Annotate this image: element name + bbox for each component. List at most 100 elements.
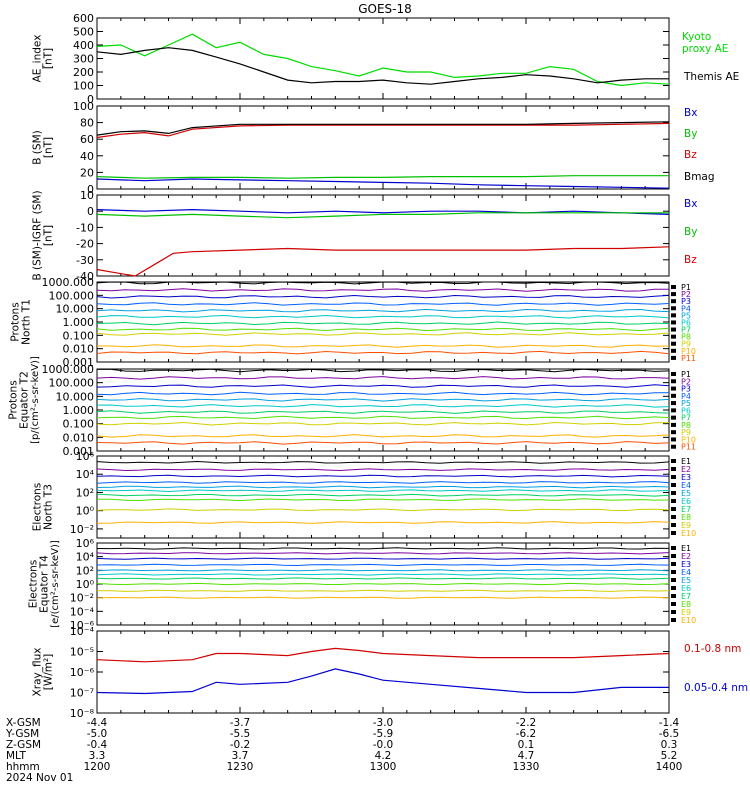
legend-xray-short: 0.05-0.4 nm (684, 682, 748, 694)
legend-marker (671, 355, 676, 360)
orbit-row-value: -6.2 (516, 728, 537, 740)
legend-marker (671, 610, 676, 614)
flux-line-e3 (96, 474, 670, 478)
legend-p3: P3 (681, 297, 691, 306)
y-axis-label-protons-north-line: North T1 (21, 299, 33, 345)
y-tick-label: 0 (87, 183, 94, 196)
panel-frame (96, 194, 670, 277)
y-tick-label: 1.000 (63, 404, 95, 417)
y-tick-label: 10⁻⁸ (70, 707, 95, 720)
flux-line-e2 (96, 468, 670, 472)
flux-line-e1 (96, 547, 670, 550)
y-tick-label: -30 (76, 254, 94, 267)
legend-marker (671, 379, 676, 384)
legend-marker (671, 499, 676, 503)
series-xray-xray_long (96, 647, 670, 663)
orbit-info-group: X-GSM -4.4 -3.7 -3.0 -2.2 -1.4 Y-GSM -5.0 -5.5 -5… (5, 717, 682, 784)
panel-frame (96, 630, 670, 714)
legend-marker (671, 348, 676, 353)
flux-line-e4 (96, 481, 670, 484)
y-tick-label: 60 (80, 133, 94, 146)
y-tick-label: 10⁻⁷ (70, 687, 94, 700)
y-tick-label: -20 (76, 238, 94, 251)
flux-line-e5 (96, 485, 670, 489)
legend-marker (671, 475, 676, 479)
orbit-row-label: Z-GSM (6, 739, 41, 751)
legend-marker (671, 594, 676, 598)
y-tick-label: 1000.000 (42, 276, 95, 289)
y-tick-label: 10⁻⁶ (70, 619, 95, 632)
legend-p3: P3 (681, 385, 691, 394)
flux-line-p10 (96, 344, 670, 348)
y-tick-label: 100.000 (49, 377, 95, 390)
y-axis-label-ae: AE_index [nT] (32, 35, 55, 83)
y-tick-label: 10⁴ (76, 551, 95, 564)
legend-p9: P9 (681, 340, 691, 349)
legend-marker (671, 437, 676, 442)
orbit-row-value: -6.5 (659, 728, 680, 740)
legend-marker (671, 320, 676, 325)
orbit-row-value: -2.2 (516, 717, 537, 729)
flux-line-e2 (96, 552, 670, 555)
flux-line-e7 (96, 493, 670, 497)
orbit-row-value: 3.7 (232, 750, 249, 762)
y-axis-label-protons-equator-units: [p/(cm²-s-sr-keV)] (30, 356, 41, 444)
flux-line-p7 (96, 410, 670, 414)
legend-e9: E9 (681, 608, 691, 617)
y-axis-label-bsm: B (SM) [nT] (32, 130, 55, 164)
y-axis-label-protons-equator: Protons Equator T2 [p/(cm²-s-sr-keV)] (8, 356, 42, 444)
legend-e10: E10 (681, 616, 696, 625)
legend-p2: P2 (681, 377, 691, 386)
legend-e10: E10 (681, 529, 696, 538)
y-tick-label: 10⁻⁴ (70, 625, 95, 638)
legend-marker (671, 491, 676, 495)
flux-line-p6 (96, 314, 670, 319)
orbit-row-value: -5.9 (373, 728, 394, 740)
orbit-row-label: MLT (6, 750, 26, 762)
y-tick-label: 0.100 (63, 329, 95, 342)
legend-igrf-by: By (684, 226, 697, 238)
y-axis-label-xray-line: Xray_flux (32, 648, 44, 697)
flux-line-e8 (96, 498, 670, 502)
legend-marker (671, 393, 676, 398)
y-axis-label-bsm-line: [nT] (43, 137, 55, 158)
orbit-row-value: 1300 (370, 761, 397, 773)
legend-marker (671, 386, 676, 391)
panel-frame (96, 17, 670, 100)
legend-p2: P2 (681, 290, 691, 299)
y-axis-label-xray: Xray_flux [W/m²] (32, 648, 55, 697)
y-tick-label: 10² (76, 486, 94, 499)
y-tick-label: 1000.000 (42, 363, 95, 376)
flux-line-p4 (96, 391, 669, 396)
panel-frame (96, 105, 670, 190)
y-tick-label: 100 (73, 100, 94, 113)
y-tick-label: 10 (80, 189, 94, 202)
legend-marker (671, 483, 676, 487)
legend-marker (671, 562, 676, 566)
legend-marker (671, 372, 676, 376)
y-axis-label-electrons-equator: Electrons Equator T4 [e/(cm²-s-sr-keV)] (28, 540, 62, 628)
legend-e6: E6 (681, 497, 691, 506)
legend-marker (671, 507, 676, 511)
orbit-row-value: 1400 (656, 761, 683, 773)
flux-line-e10 (96, 596, 670, 599)
y-tick-label: -10 (76, 221, 94, 234)
legend-p5: P5 (681, 311, 691, 320)
flux-line-e6 (96, 489, 670, 493)
flux-line-e5 (96, 569, 670, 572)
legend-e1: E1 (681, 457, 691, 466)
legend-p8: P8 (681, 333, 691, 342)
orbit-row-value: -4.4 (87, 717, 108, 729)
legend-themis-ae: Themis AE (683, 71, 739, 83)
y-tick-label: 10⁻⁶ (70, 666, 95, 679)
flux-line-e10 (96, 521, 670, 524)
y-tick-label: 10⁰ (76, 505, 95, 518)
flux-line-p10 (96, 434, 670, 438)
y-tick-label: 500 (73, 26, 94, 39)
orbit-row-value: -0.2 (230, 739, 251, 751)
y-tick-label: 10⁶ (76, 537, 95, 550)
legend-marker (671, 292, 676, 297)
legend-p7: P7 (681, 326, 691, 335)
